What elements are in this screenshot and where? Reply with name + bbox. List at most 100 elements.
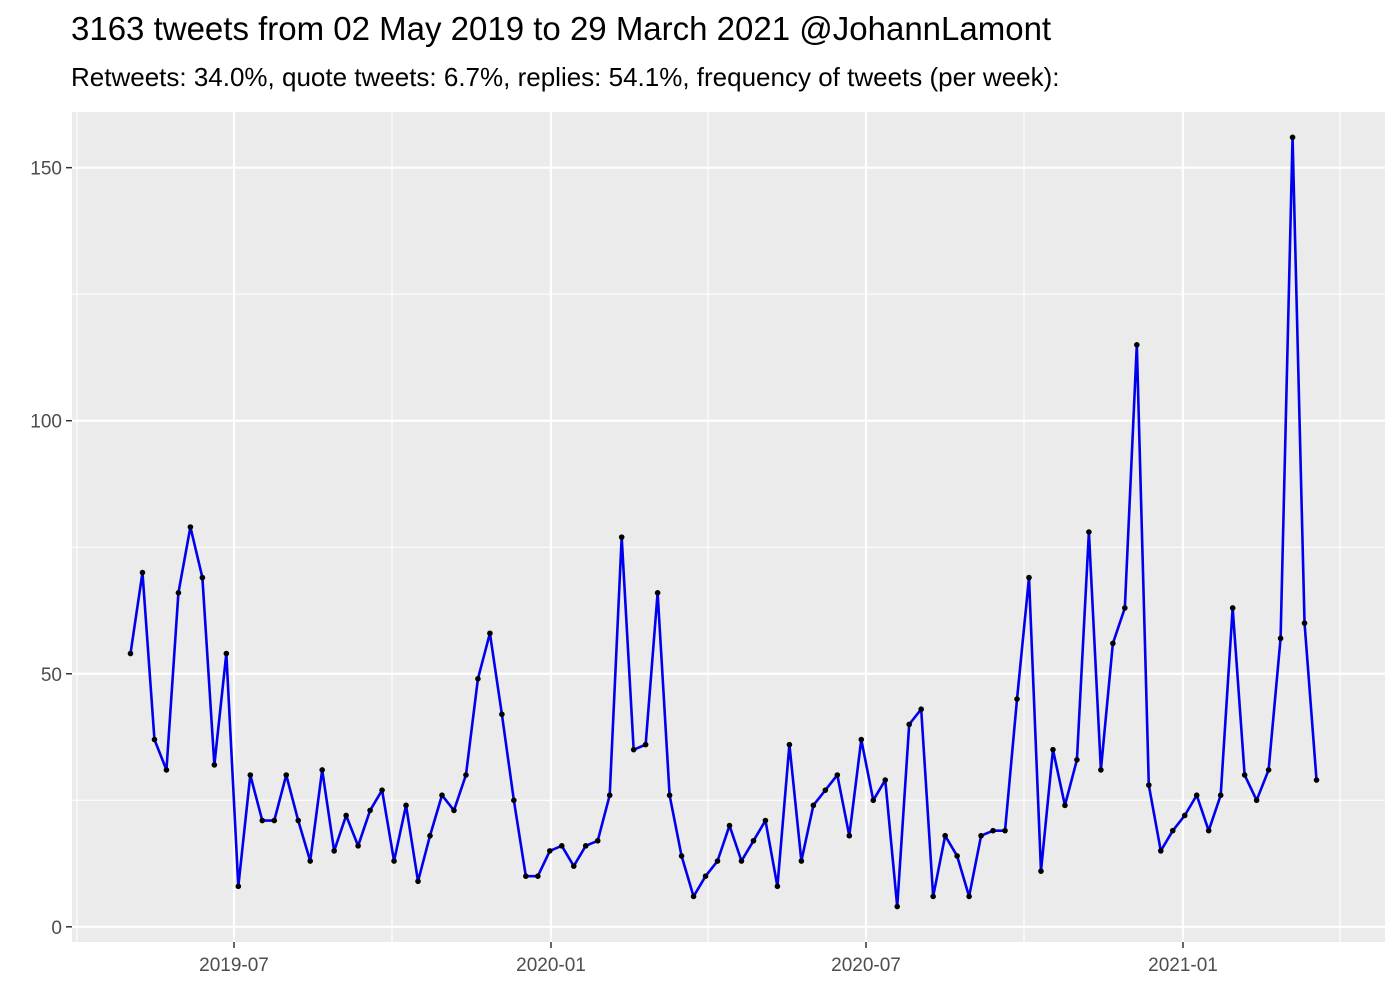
- data-point: [618, 534, 625, 540]
- data-point: [511, 797, 517, 804]
- series-line: [129, 136, 1318, 908]
- y-tick-label: 150: [30, 159, 62, 180]
- x-tick-label: 2019-07: [199, 955, 269, 976]
- data-point: [1098, 767, 1104, 773]
- data-point: [834, 772, 841, 778]
- data-point: [570, 863, 577, 869]
- data-point: [930, 893, 936, 900]
- data-point: [798, 858, 805, 864]
- data-point: [1265, 767, 1272, 773]
- data-point: [1038, 868, 1044, 874]
- data-point: [738, 858, 745, 864]
- data-point: [726, 822, 733, 829]
- data-point: [247, 772, 254, 778]
- data-point: [283, 772, 290, 778]
- data-point: [882, 777, 889, 783]
- data-point: [271, 817, 278, 824]
- data-point: [918, 706, 924, 712]
- data-point: [1050, 746, 1056, 753]
- data-point: [1217, 792, 1224, 799]
- data-point: [403, 802, 409, 809]
- data-point: [1241, 772, 1248, 778]
- x-tick-label: 2021-01: [1148, 955, 1218, 976]
- data-point: [702, 873, 709, 880]
- data-point: [367, 807, 373, 814]
- x-tick-label: 2020-07: [831, 955, 901, 976]
- data-point: [906, 721, 912, 728]
- data-point: [1074, 757, 1080, 763]
- data-point: [163, 767, 170, 773]
- data-point: [1086, 529, 1092, 535]
- data-point: [1026, 574, 1032, 581]
- data-point: [175, 589, 182, 596]
- data-point: [151, 736, 158, 743]
- data-point: [1110, 640, 1116, 647]
- data-point: [1253, 797, 1260, 804]
- data-point: [379, 787, 385, 793]
- data-point: [1193, 792, 1200, 799]
- data-point: [762, 817, 769, 824]
- data-point: [846, 832, 853, 839]
- data-point: [1229, 605, 1236, 611]
- data-point: [642, 741, 649, 748]
- data-point: [1277, 635, 1284, 642]
- data-point: [235, 883, 242, 890]
- data-point: [678, 853, 685, 859]
- data-point: [990, 827, 996, 834]
- data-point: [295, 817, 302, 824]
- data-point: [1122, 605, 1128, 611]
- data-point: [535, 873, 541, 880]
- data-point: [127, 650, 134, 657]
- data-point: [870, 797, 877, 804]
- data-point: [582, 843, 589, 849]
- chart-title: 3163 tweets from 02 May 2019 to 29 March…: [71, 10, 1052, 47]
- data-point: [1002, 827, 1008, 834]
- data-point: [547, 848, 553, 854]
- data-point: [810, 802, 817, 809]
- data-point: [499, 711, 505, 718]
- data-point: [451, 807, 457, 814]
- data-point: [1301, 620, 1308, 626]
- y-tick-label: 50: [41, 665, 62, 686]
- data-point: [942, 832, 948, 839]
- data-point: [954, 853, 960, 859]
- data-point: [187, 524, 194, 530]
- data-point: [558, 843, 565, 849]
- data-point: [1134, 342, 1140, 348]
- data-point: [427, 832, 433, 839]
- data-point: [1014, 696, 1020, 702]
- data-point: [978, 832, 984, 839]
- data-point: [774, 883, 781, 890]
- data-point: [391, 858, 397, 864]
- data-point: [307, 858, 314, 864]
- data-point: [1313, 777, 1320, 783]
- data-point: [714, 858, 721, 864]
- data-point: [606, 792, 613, 799]
- data-point: [1181, 812, 1188, 819]
- data-point: [223, 650, 230, 657]
- data-point: [343, 812, 349, 819]
- data-point: [331, 848, 337, 854]
- data-point: [654, 589, 661, 596]
- data-point: [690, 893, 697, 900]
- data-point: [415, 878, 421, 885]
- data-point: [594, 837, 601, 844]
- data-point: [894, 903, 901, 910]
- data-point: [1169, 827, 1176, 834]
- data-point: [319, 767, 325, 773]
- data-point: [966, 893, 972, 900]
- x-tick-label: 2020-01: [516, 955, 586, 976]
- y-tick-label: 0: [51, 918, 62, 939]
- data-point: [355, 843, 361, 849]
- data-point: [822, 787, 829, 793]
- data-point: [487, 630, 493, 637]
- data-point: [439, 792, 445, 799]
- plot-panel: [72, 112, 1385, 942]
- data-point: [463, 772, 469, 778]
- data-point: [199, 574, 206, 581]
- data-point: [1146, 782, 1152, 788]
- data-point: [1289, 134, 1296, 141]
- data-point: [139, 569, 146, 576]
